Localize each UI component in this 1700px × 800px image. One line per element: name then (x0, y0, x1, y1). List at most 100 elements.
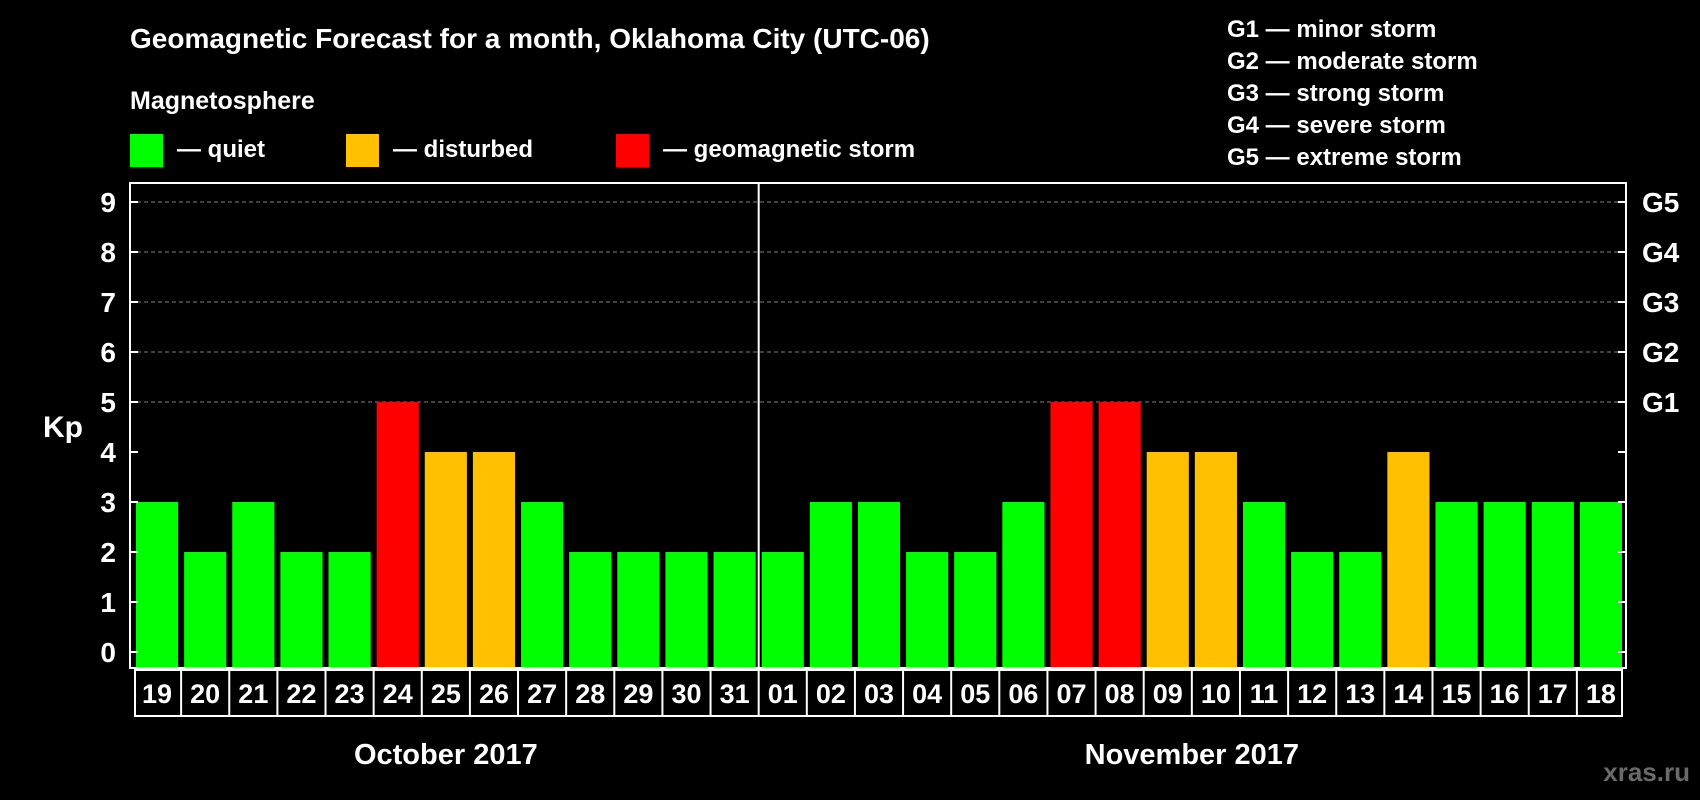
bar-disturbed (472, 452, 516, 668)
date-label: 25 (431, 679, 461, 709)
month-label: November 2017 (1085, 739, 1299, 771)
storm-scale-g4: G4 — severe storm (1227, 112, 1446, 139)
y-tick-label: 0 (100, 637, 116, 668)
date-label: 13 (1345, 679, 1375, 709)
bar-storm (1050, 402, 1093, 668)
date-label: 15 (1442, 679, 1472, 709)
bar-quiet (1435, 502, 1478, 668)
y-tick-label: 8 (100, 237, 116, 268)
date-row-frame (134, 669, 1623, 717)
bar-quiet (1531, 502, 1574, 668)
date-label: 31 (720, 679, 750, 709)
g-scale-axis-labels: G1 G2 G3 G4 G5 (1642, 187, 1680, 418)
y-tick-label: 7 (100, 287, 116, 318)
bar-quiet (954, 552, 997, 668)
legend-swatch-quiet (130, 134, 163, 167)
bar-quiet (280, 552, 323, 668)
bar-quiet (713, 552, 756, 668)
y-tick-label: 3 (100, 487, 116, 518)
date-label: 11 (1250, 679, 1279, 709)
legend-label-disturbed: — disturbed (393, 136, 533, 163)
date-label: 19 (142, 679, 172, 709)
date-label: 23 (335, 679, 365, 709)
legend-heading: Magnetosphere (130, 87, 315, 115)
legend-swatch-disturbed (346, 134, 379, 167)
date-label: 02 (816, 679, 846, 709)
date-label: 12 (1297, 679, 1327, 709)
date-label: 01 (768, 679, 798, 709)
bar-quiet (521, 502, 564, 668)
g-axis-label: G4 (1642, 237, 1680, 268)
y-axis-labels: 0 1 2 3 4 5 6 7 8 9 (100, 187, 116, 668)
bar-quiet (809, 502, 852, 668)
date-label: 07 (1056, 679, 1086, 709)
date-label: 26 (479, 679, 509, 709)
bar-quiet (617, 552, 660, 668)
bar-quiet (1291, 552, 1334, 668)
date-label: 08 (1105, 679, 1135, 709)
date-label: 28 (575, 679, 605, 709)
legend: — quiet — disturbed — geomagnetic storm (130, 134, 915, 167)
bar-quiet (184, 552, 227, 668)
storm-scale-g2: G2 — moderate storm (1227, 48, 1478, 75)
bar-quiet (136, 502, 179, 668)
date-label: 29 (623, 679, 653, 709)
bar-quiet (1339, 552, 1382, 668)
date-label: 16 (1490, 679, 1520, 709)
legend-label-quiet: — quiet (177, 136, 265, 163)
bar-quiet (569, 552, 612, 668)
g-axis-label: G1 (1642, 387, 1679, 418)
y-tick-label: 4 (100, 437, 116, 468)
y-tick-label: 9 (100, 187, 116, 218)
storm-scale-legend: G1 — minor storm G2 — moderate storm G3 … (1227, 16, 1478, 171)
grid-lines (130, 201, 1626, 403)
g-axis-label: G3 (1642, 287, 1679, 318)
date-labels: 19 20 21 22 23 24 25 26 27 28 29 30 31 01 02 03 04 05 06 07… (134, 669, 1623, 717)
bar-disturbed (424, 452, 467, 668)
bar-storm (376, 402, 419, 668)
bar-disturbed (1146, 452, 1189, 668)
date-label: 27 (527, 679, 557, 709)
y-tick-label: 6 (100, 337, 116, 368)
bar-quiet (1483, 502, 1526, 668)
date-label: 17 (1538, 679, 1568, 709)
plot-frame (129, 182, 1627, 669)
bar-quiet (1579, 502, 1622, 668)
g-axis-label: G5 (1642, 187, 1679, 218)
date-label: 30 (671, 679, 701, 709)
date-label: 21 (238, 679, 268, 709)
bar-storm (1098, 402, 1141, 668)
date-label: 04 (912, 679, 942, 709)
bar-quiet (857, 502, 901, 668)
date-label: 24 (383, 679, 413, 709)
date-label: 20 (190, 679, 220, 709)
axes (129, 182, 1627, 669)
y-tick-label: 2 (100, 537, 116, 568)
bar-quiet (232, 502, 275, 668)
legend-label-storm: — geomagnetic storm (663, 136, 915, 163)
y-tick-label: 5 (100, 387, 116, 418)
bar-quiet (665, 552, 708, 668)
date-label: 10 (1201, 679, 1231, 709)
storm-scale-g3: G3 — strong storm (1227, 80, 1444, 107)
bar-quiet (1242, 502, 1286, 668)
chart-title: Geomagnetic Forecast for a month, Oklaho… (130, 23, 930, 54)
y-axis-title: Kp (43, 411, 83, 444)
month-labels: October 2017 November 2017 (354, 739, 1299, 771)
legend-swatch-storm (616, 134, 649, 167)
storm-scale-g1: G1 — minor storm (1227, 16, 1436, 43)
bar-disturbed (1387, 452, 1430, 668)
date-label: 14 (1393, 679, 1423, 709)
date-label: 05 (960, 679, 990, 709)
date-label: 18 (1586, 679, 1616, 709)
bar-quiet (328, 552, 371, 668)
date-label: 09 (1153, 679, 1183, 709)
date-label: 06 (1008, 679, 1038, 709)
month-label: October 2017 (354, 739, 538, 771)
y-tick-label: 1 (100, 587, 116, 618)
g-axis-label: G2 (1642, 337, 1679, 368)
storm-scale-g5: G5 — extreme storm (1227, 144, 1462, 171)
bar-disturbed (1194, 452, 1237, 668)
bar-quiet (1002, 502, 1045, 668)
